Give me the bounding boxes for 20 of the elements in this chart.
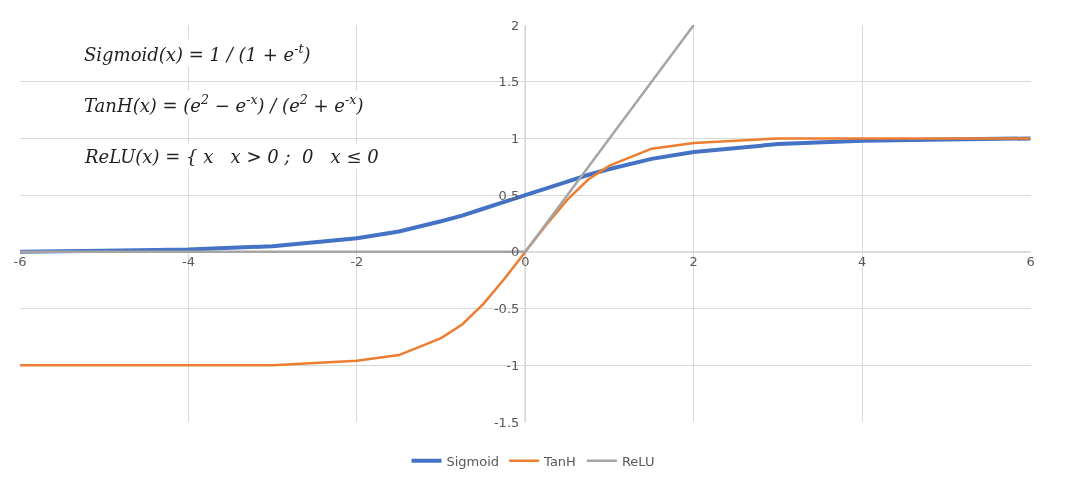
x-tick-label: -6 xyxy=(13,253,27,269)
y-tick-label: -0.5 xyxy=(493,301,520,317)
legend-label: Sigmoid xyxy=(446,453,500,469)
x-tick-label: -4 xyxy=(181,253,195,269)
annotation: Sigmoid(x) = 1 / (1 + e$^{-t}$) xyxy=(84,41,311,65)
y-tick-label: 0.5 xyxy=(498,187,520,203)
annotation: ReLU(x) = { x x > 0 ; 0 x ≤ 0 xyxy=(84,146,379,167)
y-tick-label: -1.5 xyxy=(493,414,520,430)
y-tick-label: 1.5 xyxy=(498,74,520,90)
x-tick-label: 4 xyxy=(858,253,867,269)
y-tick-label: 1 xyxy=(511,130,520,146)
legend-label: TanH xyxy=(543,453,576,469)
x-tick-label: 0 xyxy=(521,253,530,269)
y-tick-label: -1 xyxy=(506,357,520,373)
x-tick-label: 2 xyxy=(689,253,698,269)
text: TanH(x) = (e$^{2}$ − e$^{-x}$) / (e$^{2}$ + e$^{-x}$) xyxy=(84,92,364,116)
x-tick-label: -2 xyxy=(350,253,364,269)
x-tick-label: 6 xyxy=(1026,253,1035,269)
y-tick-label: 2 xyxy=(511,17,520,33)
legend-label: ReLU xyxy=(621,453,655,469)
